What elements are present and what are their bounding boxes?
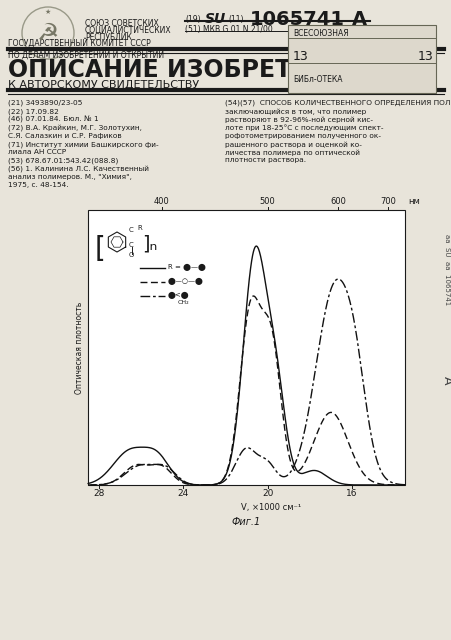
- Text: 24: 24: [177, 489, 189, 498]
- Text: (46) 07.01.84. Бюл. № 1: (46) 07.01.84. Бюл. № 1: [8, 116, 98, 124]
- Text: (51) МКВ G 01 N 21/00: (51) МКВ G 01 N 21/00: [184, 25, 272, 34]
- Text: ⬤—○—⬤: ⬤—○—⬤: [168, 277, 203, 285]
- Text: ВСЕСОЮЗНАЯ: ВСЕСОЮЗНАЯ: [292, 29, 348, 38]
- Text: С.Я. Салазкин и С.Р. Рафиков: С.Я. Салазкин и С.Р. Рафиков: [8, 133, 121, 139]
- Text: ]ₙ: ]ₙ: [142, 235, 157, 254]
- Text: (72) В.А. Крайкин, М.Г. Золотухин,: (72) В.А. Крайкин, М.Г. Золотухин,: [8, 125, 142, 132]
- Text: растворяют в 92-96%-ной серной кис-: растворяют в 92-96%-ной серной кис-: [225, 116, 372, 123]
- Text: O: O: [129, 252, 134, 258]
- Text: 1975, с. 48-154.: 1975, с. 48-154.: [8, 182, 69, 188]
- Text: (22) 17.09.82: (22) 17.09.82: [8, 108, 59, 115]
- Text: К АВТОРСКОМУ СВИДЕТЕЛЬСТВУ: К АВТОРСКОМУ СВИДЕТЕЛЬСТВУ: [8, 80, 199, 90]
- Text: ★: ★: [45, 9, 51, 15]
- Text: аа  SU  аа  1065741: аа SU аа 1065741: [443, 234, 449, 306]
- Text: БИБл-ОТЕКА: БИБл-ОТЕКА: [292, 75, 342, 84]
- Text: лоте при 18-25°С с последующим спект-: лоте при 18-25°С с последующим спект-: [225, 125, 382, 131]
- Text: анализ полимеров. М., "Химия",: анализ полимеров. М., "Химия",: [8, 174, 132, 180]
- Text: рашенного раствора и оценкой ко-: рашенного раствора и оценкой ко-: [225, 141, 361, 147]
- Text: 600: 600: [329, 197, 345, 206]
- Text: 500: 500: [259, 197, 275, 206]
- Text: 16: 16: [345, 489, 357, 498]
- Text: (19): (19): [184, 15, 200, 24]
- Text: плотности раствора.: плотности раствора.: [225, 157, 305, 163]
- Text: заключающийся в том, что полимер: заключающийся в том, что полимер: [225, 108, 365, 115]
- Bar: [287, 25, 435, 93]
- Text: РЕСПУБЛИК: РЕСПУБЛИК: [85, 33, 132, 42]
- Text: СОЦИАЛИСТИЧЕСКИХ: СОЦИАЛИСТИЧЕСКИХ: [85, 26, 171, 35]
- Text: 400: 400: [154, 197, 170, 206]
- Text: ☭: ☭: [37, 21, 59, 45]
- Text: 13: 13: [292, 50, 308, 63]
- Text: [: [: [95, 235, 106, 263]
- Text: рофотометрированием полученного ок-: рофотометрированием полученного ок-: [225, 133, 380, 139]
- Text: (54)(57)  СПОСОБ КОЛИЧЕСТВЕННОГО ОПРЕДЕЛЕНИЯ ПОЛИАРИЛЕНФТАЛИДОВ,: (54)(57) СПОСОБ КОЛИЧЕСТВЕННОГО ОПРЕДЕЛЕ…: [225, 100, 451, 106]
- Text: Оптическая плотность: Оптическая плотность: [75, 301, 84, 394]
- Text: личества полимера по оптической: личества полимера по оптической: [225, 149, 359, 156]
- Text: 13: 13: [417, 50, 433, 63]
- Text: Фиг.1: Фиг.1: [231, 517, 261, 527]
- Text: 1065741: 1065741: [249, 10, 344, 29]
- Text: (71) Институт химии Башкирского фи-: (71) Институт химии Башкирского фи-: [8, 141, 158, 147]
- Text: C: C: [129, 227, 133, 233]
- Bar: [88, 210, 404, 485]
- Text: нм: нм: [407, 197, 419, 206]
- Text: R: R: [137, 225, 142, 231]
- Text: R = ⬤—⬤: R = ⬤—⬤: [168, 264, 205, 271]
- Text: CH₂: CH₂: [178, 300, 189, 305]
- Text: ⬤<⬤: ⬤<⬤: [168, 291, 189, 299]
- Text: C: C: [129, 242, 133, 248]
- Text: ГОСУДАРСТВЕННЫЙ КОМИТЕТ СССР
ПО ДЕЛАМ ИЗОБРЕТЕНИЙ И ОТКРЫТИЙ: ГОСУДАРСТВЕННЫЙ КОМИТЕТ СССР ПО ДЕЛАМ ИЗ…: [8, 38, 164, 60]
- Text: СОЮЗ СОВЕТСКИХ: СОЮЗ СОВЕТСКИХ: [85, 19, 158, 28]
- Text: лиала АН СССР: лиала АН СССР: [8, 149, 66, 156]
- Text: SU: SU: [205, 12, 226, 26]
- Text: 700: 700: [380, 197, 396, 206]
- Text: (11): (11): [227, 15, 243, 24]
- Text: 20: 20: [262, 489, 273, 498]
- Text: (56) 1. Калинина Л.С. Качественный: (56) 1. Калинина Л.С. Качественный: [8, 166, 149, 173]
- Text: ОПИСАНИЕ ИЗОБРЕТЕНИЯ: ОПИСАНИЕ ИЗОБРЕТЕНИЯ: [8, 58, 364, 82]
- Text: (53) 678.67.01:543.42(088.8): (53) 678.67.01:543.42(088.8): [8, 157, 118, 164]
- Text: 28: 28: [92, 489, 104, 498]
- Text: A: A: [351, 10, 366, 29]
- Text: А: А: [440, 376, 451, 384]
- Text: (21) 3493890/23-05: (21) 3493890/23-05: [8, 100, 82, 106]
- Text: V, ×1000 см⁻¹: V, ×1000 см⁻¹: [241, 503, 301, 512]
